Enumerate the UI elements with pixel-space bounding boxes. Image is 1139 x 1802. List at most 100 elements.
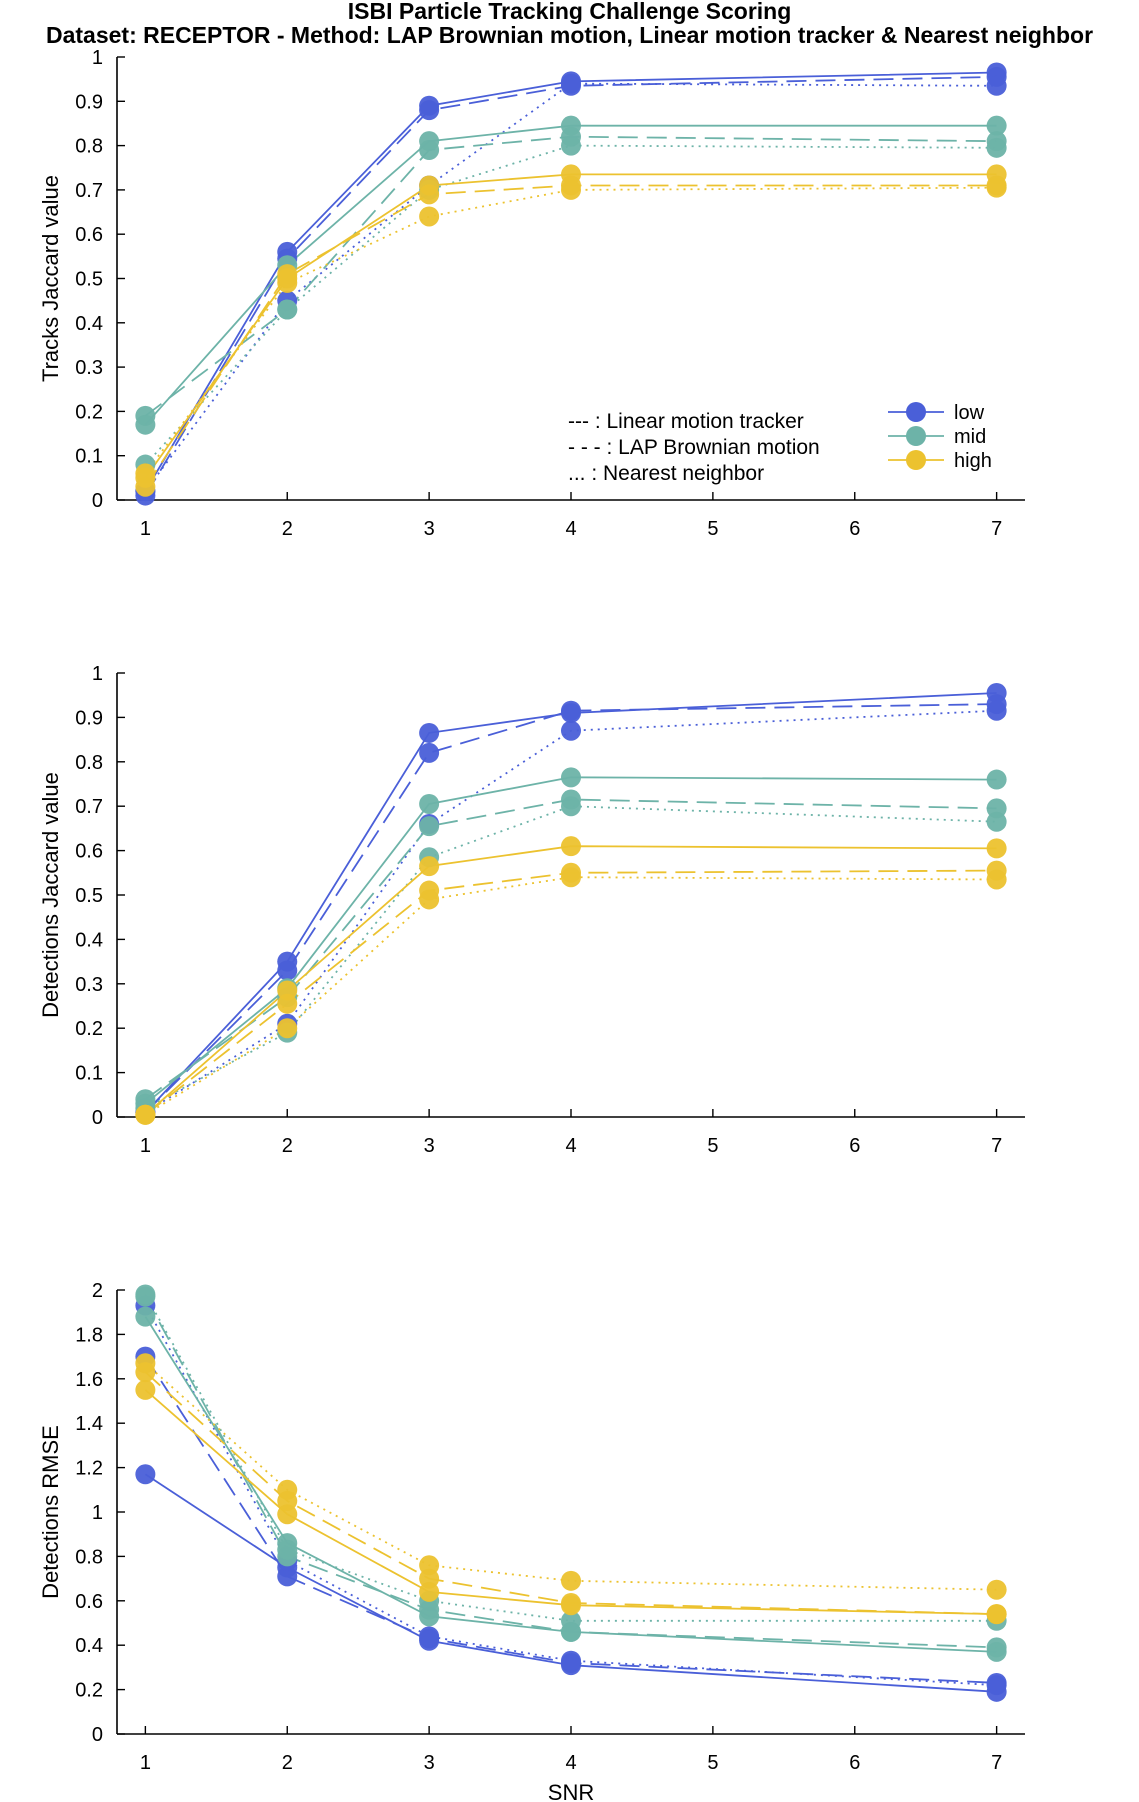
data-point-mid — [986, 115, 1007, 136]
detections-jaccard-panel: 0 0.1 0.2 0.3 0.4 0.5 0.6 0.7 0.8 0.9 1 1 2 3 4 5 6 7 Dete… — [38, 663, 1025, 1157]
x-tick-label: 7 — [991, 518, 1002, 540]
data-point-low — [419, 722, 440, 743]
x-tick-label: 5 — [707, 1135, 718, 1157]
data-point-mid — [277, 299, 298, 320]
x-tick-label: 1 — [140, 1752, 151, 1774]
series-line-high-nearest-neighbor — [144, 876, 997, 1116]
y-tick-label: 0.3 — [75, 357, 103, 379]
data-point-high — [561, 867, 581, 888]
data-point-high — [419, 184, 440, 205]
x-tick-label: 1 — [140, 518, 151, 540]
y-tick-label: 0.5 — [75, 885, 103, 907]
legend-swatch-marker-low — [906, 402, 926, 422]
x-tick-label: 6 — [849, 1752, 860, 1774]
data-point-mid — [135, 1306, 156, 1327]
y-tick-label: 0.2 — [75, 1680, 103, 1702]
y-tick-label: 0.8 — [75, 136, 103, 158]
data-point-high — [419, 1555, 440, 1576]
y-tick-label: 0 — [92, 1724, 103, 1746]
legend-swatch-marker-high — [906, 450, 926, 470]
data-point-low — [135, 1464, 156, 1485]
data-point-high — [986, 869, 1007, 890]
data-point-high — [419, 889, 440, 910]
y-tick-label: 0.5 — [75, 269, 103, 291]
data-point-low — [561, 73, 581, 94]
x-tick-label: 1 — [140, 1135, 151, 1157]
data-point-low — [419, 1626, 440, 1647]
legend: --- : Linear motion tracker - - - : LAP … — [568, 402, 992, 485]
legend-method-lap: - - - : LAP Brownian motion — [568, 436, 820, 459]
x-tick-label: 3 — [424, 1752, 435, 1774]
legend-label-high: high — [954, 450, 992, 472]
data-point-mid — [986, 811, 1007, 832]
data-point-low — [986, 75, 1007, 96]
data-point-high — [561, 1593, 581, 1614]
y-axis-label: Detections Jaccard value — [38, 772, 63, 1018]
y-tick-label: 1.6 — [75, 1369, 103, 1391]
legend-label-mid: mid — [954, 426, 986, 448]
data-point-mid — [419, 816, 440, 837]
series-line-high-nearest-neighbor — [144, 186, 997, 474]
y-tick-label: 0.7 — [75, 796, 103, 818]
y-tick-label: 0.9 — [75, 707, 103, 729]
x-tick-label: 4 — [565, 1135, 576, 1157]
y-tick-label: 0.1 — [75, 446, 103, 468]
data-point-high — [986, 1604, 1007, 1625]
y-tick-label: 1 — [92, 663, 103, 685]
data-point-mid — [561, 796, 581, 817]
data-point-high — [419, 856, 440, 877]
y-tick-label: 0.1 — [75, 1063, 103, 1085]
data-point-high — [561, 836, 581, 857]
y-tick-label: 0.8 — [75, 752, 103, 774]
y-tick-label: 0.8 — [75, 1546, 103, 1568]
x-tick-label: 7 — [991, 1135, 1002, 1157]
data-point-low — [986, 700, 1007, 721]
data-point-high — [135, 1379, 156, 1400]
y-tick-label: 0 — [92, 1107, 103, 1129]
tracks-jaccard-panel: 0 0.1 0.2 0.3 0.4 0.5 0.6 0.7 0.8 0.9 1 1 2 3 4 5 6 7 Trac… — [38, 47, 1025, 540]
data-point-low — [419, 100, 440, 121]
series-line-high-lap-brownian-motion — [144, 869, 997, 1116]
series-line-low-lap-brownian-motion — [144, 703, 997, 1114]
data-point-high — [561, 1570, 581, 1591]
y-tick-label: 0.4 — [75, 313, 103, 335]
y-axis-label: Detections RMSE — [38, 1425, 63, 1599]
data-point-high — [135, 1353, 156, 1374]
data-point-mid — [561, 135, 581, 156]
x-axis-label: SNR — [548, 1780, 594, 1802]
x-tick-label: 3 — [424, 1135, 435, 1157]
detections-rmse-panel: 0 0.2 0.4 0.6 0.8 1 1.2 1.4 1.6 1.8 2 1 2 3 4 5 6 7 Detect… — [38, 1280, 1025, 1802]
y-tick-label: 0.3 — [75, 974, 103, 996]
y-tick-label: 0.6 — [75, 224, 103, 246]
y-tick-label: 0.9 — [75, 91, 103, 113]
data-point-mid — [419, 140, 440, 161]
data-point-mid — [135, 405, 156, 426]
data-point-high — [986, 838, 1007, 859]
x-tick-label: 6 — [849, 518, 860, 540]
data-point-high — [135, 1104, 156, 1125]
legend-method-linear: --- : Linear motion tracker — [568, 410, 804, 433]
data-point-mid — [135, 1284, 156, 1305]
series-line-low-linear-motion-tracker — [144, 692, 997, 1114]
series-line-mid-nearest-neighbor — [144, 144, 997, 466]
y-tick-label: 0.6 — [75, 1591, 103, 1613]
y-tick-label: 1 — [92, 47, 103, 69]
x-tick-label: 4 — [565, 1752, 576, 1774]
data-point-high — [135, 463, 156, 484]
y-tick-label: 2 — [92, 1280, 103, 1302]
data-point-low — [561, 700, 581, 721]
data-point-high — [277, 1479, 298, 1500]
chart-subtitle: Dataset: RECEPTOR - Method: LAP Brownian… — [45, 22, 1094, 48]
data-point-mid — [986, 769, 1007, 790]
y-tick-label: 1.4 — [75, 1413, 103, 1435]
data-point-mid — [277, 1539, 298, 1560]
x-tick-label: 5 — [707, 518, 718, 540]
y-tick-label: 1.2 — [75, 1458, 103, 1480]
data-point-high — [561, 179, 581, 200]
y-tick-label: 1 — [92, 1502, 103, 1524]
data-point-high — [277, 993, 298, 1014]
data-point-high — [986, 177, 1007, 198]
y-tick-label: 0 — [92, 490, 103, 512]
